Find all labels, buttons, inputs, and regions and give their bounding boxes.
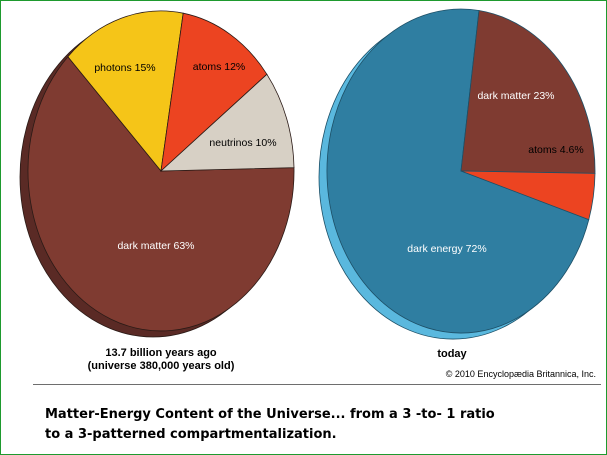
label-dark-energy: dark energy 72% [407,243,486,255]
caption-early-title: 13.7 billion years ago [105,347,217,359]
figure-caption-line-1: Matter-Energy Content of the Universe...… [45,407,495,422]
pie-charts: dark matter 63% photons 15% atoms 12% ne… [19,8,596,340]
caption-today: today [437,348,467,360]
label-dark-matter-today: dark matter 23% [477,90,554,102]
label-atoms-today: atoms 4.6% [528,144,583,156]
slice-photons [67,10,184,172]
slice-dark-matter-today [460,10,596,174]
caption-early-subtitle: (universe 380,000 years old) [87,360,235,372]
slice-dark-matter-early [27,56,295,332]
label-photons: photons 15% [94,62,155,74]
label-atoms-early: atoms 12% [193,61,246,73]
caption-early-universe: 13.7 billion years ago (universe 380,000… [71,347,251,373]
figure-caption-line-2: to a 3-patterned compartmentalization. [45,427,337,442]
copyright-notice: © 2010 Encyclopædia Britannica, Inc. [445,369,596,379]
pie-chart-early-universe: dark matter 63% photons 15% atoms 12% ne… [19,10,295,338]
divider-line [33,384,601,385]
figure-caption: Matter-Energy Content of the Universe...… [45,405,590,445]
pie-chart-today: dark energy 72% dark matter 23% atoms 4.… [318,8,596,340]
slice-atoms-early [160,12,268,173]
label-dark-matter-early: dark matter 63% [117,240,194,252]
label-neutrinos: neutrinos 10% [209,137,276,149]
slice-atoms-today [460,170,596,221]
slice-neutrinos [159,73,295,172]
slice-dark-energy [326,8,590,334]
